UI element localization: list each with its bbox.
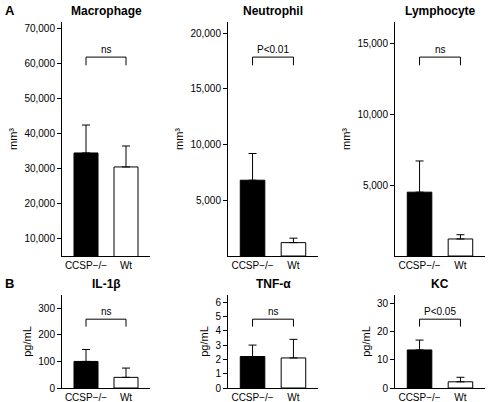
svg-text:mm³: mm³: [173, 128, 185, 150]
svg-text:60,000: 60,000: [24, 58, 55, 69]
svg-text:CCSP−/−: CCSP−/−: [65, 260, 107, 271]
svg-text:20,000: 20,000: [24, 198, 55, 209]
svg-text:6: 6: [215, 297, 221, 308]
svg-text:mm³: mm³: [340, 128, 352, 150]
svg-text:ns: ns: [101, 44, 112, 55]
svg-text:pg/mL: pg/mL: [360, 326, 372, 357]
svg-text:Wt: Wt: [287, 260, 299, 271]
svg-text:CCSP−/−: CCSP−/−: [231, 392, 273, 402]
svg-text:CCSP−/−: CCSP−/−: [65, 392, 107, 402]
svg-text:10,000: 10,000: [190, 139, 221, 150]
svg-text:Wt: Wt: [454, 392, 466, 402]
svg-text:10,000: 10,000: [357, 109, 388, 120]
svg-text:KC: KC: [431, 277, 449, 291]
svg-text:pg/mL: pg/mL: [198, 326, 210, 357]
svg-text:ns: ns: [435, 44, 446, 55]
svg-text:30: 30: [377, 298, 389, 309]
svg-text:10: 10: [377, 354, 389, 365]
svg-text:CCSP−/−: CCSP−/−: [231, 260, 273, 271]
svg-text:40,000: 40,000: [24, 128, 55, 139]
svg-text:Wt: Wt: [120, 260, 132, 271]
svg-text:0: 0: [382, 383, 388, 394]
svg-text:Lymphocyte: Lymphocyte: [405, 4, 476, 18]
svg-text:10,000: 10,000: [24, 233, 55, 244]
svg-text:5: 5: [215, 311, 221, 322]
svg-text:pg/mL: pg/mL: [21, 326, 33, 357]
svg-text:100: 100: [38, 356, 55, 367]
svg-text:20,000: 20,000: [190, 28, 221, 39]
svg-text:70,000: 70,000: [24, 23, 55, 34]
svg-text:300: 300: [38, 303, 55, 314]
svg-text:Macrophage: Macrophage: [71, 4, 142, 18]
svg-text:P<0.05: P<0.05: [424, 306, 456, 317]
svg-text:TNF-α: TNF-α: [256, 277, 291, 291]
svg-text:4: 4: [215, 325, 221, 336]
svg-text:20: 20: [377, 326, 389, 337]
svg-text:CCSP−/−: CCSP−/−: [398, 260, 440, 271]
svg-text:0: 0: [49, 383, 55, 394]
svg-text:200: 200: [38, 329, 55, 340]
svg-text:CCSP−/−: CCSP−/−: [398, 392, 440, 402]
svg-text:5,000: 5,000: [196, 195, 221, 206]
svg-text:Wt: Wt: [120, 392, 132, 402]
svg-text:ns: ns: [101, 306, 112, 317]
svg-text:ns: ns: [268, 306, 279, 317]
svg-text:15,000: 15,000: [357, 38, 388, 49]
svg-text:Wt: Wt: [287, 392, 299, 402]
svg-text:30,000: 30,000: [24, 163, 55, 174]
svg-text:IL-1β: IL-1β: [92, 277, 121, 291]
svg-text:1: 1: [215, 368, 221, 379]
svg-text:B: B: [5, 276, 14, 291]
svg-text:15,000: 15,000: [190, 83, 221, 94]
svg-text:mm³: mm³: [7, 128, 19, 150]
svg-text:Neutrophil: Neutrophil: [243, 4, 303, 18]
svg-text:5,000: 5,000: [363, 180, 388, 191]
svg-text:Wt: Wt: [454, 260, 466, 271]
svg-text:3: 3: [215, 340, 221, 351]
svg-text:2: 2: [215, 354, 221, 365]
svg-text:50,000: 50,000: [24, 93, 55, 104]
svg-text:A: A: [5, 3, 15, 18]
svg-text:0: 0: [215, 383, 221, 394]
svg-text:P<0.01: P<0.01: [257, 44, 289, 55]
